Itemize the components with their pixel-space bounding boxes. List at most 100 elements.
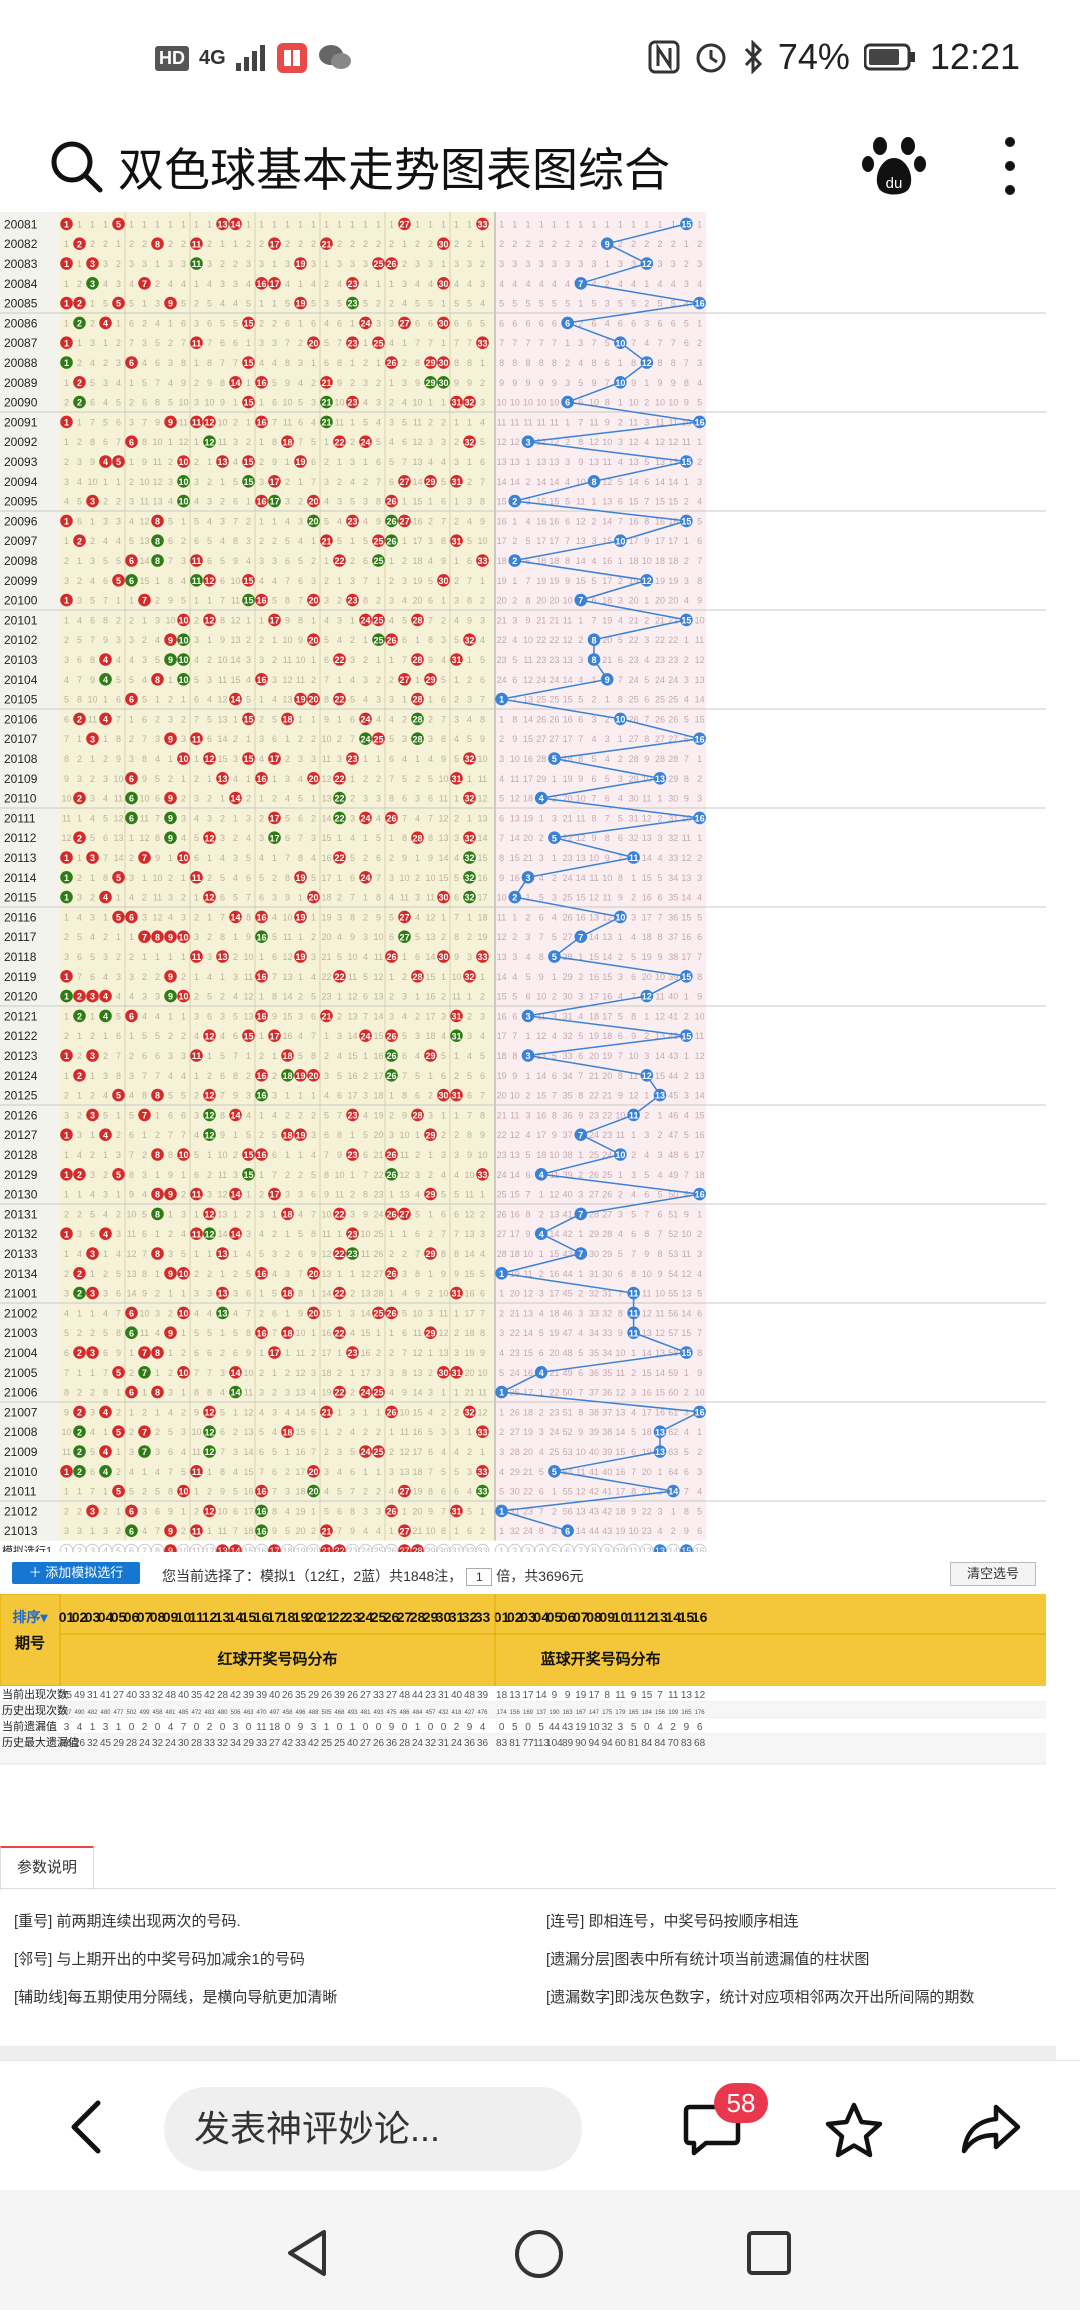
omission-number: 4: [363, 695, 368, 705]
omission-number: 7: [194, 1368, 199, 1378]
nav-recents-icon[interactable]: [746, 2230, 792, 2276]
red-ball: [242, 316, 255, 330]
omission-number: 6: [389, 477, 394, 487]
blue-omission-number: 41: [668, 1011, 678, 1021]
red-ball-number: 2: [77, 992, 82, 1002]
blue-omission-number: 6: [618, 318, 623, 328]
red-ball-number: 6: [129, 695, 134, 705]
red-ball-number: 1: [64, 596, 69, 606]
red-ball-number: 21: [321, 398, 331, 408]
blue-omission-number: 1: [631, 873, 636, 883]
search-icon[interactable]: [48, 138, 104, 194]
period-label: 20117: [4, 930, 37, 944]
tab-params[interactable]: 参数说明: [0, 1846, 94, 1890]
omission-number: 2: [298, 992, 303, 1002]
stats-red-value: 502: [126, 1710, 137, 1716]
omission-number: 3: [220, 833, 225, 843]
blue-omission-number: 42: [563, 1229, 573, 1239]
omission-number: 3: [376, 695, 381, 705]
star-icon[interactable]: [824, 2101, 884, 2159]
omission-number: 24: [373, 1209, 383, 1219]
blue-omission-number: 8: [631, 1269, 636, 1279]
red-ball: [73, 534, 86, 547]
omission-number: 5: [324, 516, 329, 526]
omission-number: 13: [243, 1011, 253, 1021]
blue-omission-number: 9: [539, 378, 544, 388]
omission-number: 4: [337, 635, 342, 645]
omission-number: 8: [350, 1506, 355, 1516]
nav-home-icon[interactable]: [513, 2228, 565, 2280]
red-ball: [112, 871, 125, 884]
blue-omission-number: 29: [563, 972, 573, 982]
red-ball: [424, 376, 437, 389]
red-ball-number: 18: [282, 1328, 292, 1338]
omission-number: 1: [168, 1289, 173, 1299]
comment-input[interactable]: 发表神评妙论...: [164, 2087, 582, 2171]
more-vertical-icon[interactable]: [1000, 128, 1020, 204]
blue-omission-number: 5: [657, 1190, 662, 1200]
omission-number: 11: [218, 1170, 227, 1180]
status-bar: HD 4G 74% 12:21: [0, 0, 1080, 120]
blue-omission-number: 8: [605, 833, 610, 843]
stats-blue-value: 176: [695, 1710, 706, 1716]
omission-number: 5: [194, 833, 199, 843]
blue-omission-number: 2: [631, 1368, 636, 1378]
omission-number: 1: [155, 1229, 160, 1239]
period-column-bg: [0, 212, 60, 1552]
back-icon[interactable]: [66, 2097, 106, 2157]
stats-blue-value: 163: [563, 1710, 574, 1716]
omission-number: 3: [467, 1467, 472, 1477]
blue-omission-number: 9: [684, 794, 689, 804]
omission-number: 2: [129, 853, 134, 863]
omission-number: 9: [298, 635, 303, 645]
blue-omission-number: 6: [591, 774, 596, 784]
red-ball-number: 20: [308, 1309, 318, 1319]
blue-omission-number: 17: [602, 1011, 612, 1021]
blue-omission-number: 6: [578, 714, 583, 724]
number-header: 排序▾ 期号 01 02 03 04 05 06 07 08 09 10 11 12 13 14 15 16 17 1…: [0, 1593, 1046, 1687]
blue-omission-number: 12: [497, 932, 507, 942]
omission-number: 1: [467, 1427, 472, 1437]
omission-number: 2: [337, 1368, 342, 1378]
red-ball-number: 11: [192, 1467, 202, 1477]
nav-back-icon[interactable]: [284, 2228, 330, 2278]
share-icon[interactable]: [960, 2101, 1022, 2157]
omission-number: 17: [295, 1467, 305, 1477]
omission-number: 6: [64, 714, 69, 724]
omission-number: 6: [350, 1467, 355, 1477]
red-ball: [463, 752, 476, 765]
omission-number: 1: [77, 417, 82, 427]
omission-number: 10: [399, 873, 409, 883]
stats-blue-value: 14: [536, 1690, 548, 1701]
blue-omission-number: 20: [510, 1289, 520, 1299]
omission-number: 2: [116, 1467, 121, 1477]
number-header-svg: 排序▾期号01020304050607080910111213141516171…: [0, 1593, 1046, 1687]
baidu-paw-icon[interactable]: du: [858, 128, 930, 200]
blue-omission-number: 27: [563, 932, 573, 942]
blue-omission-number: 38: [668, 952, 678, 962]
add-simulation-row-button[interactable]: ＋ 添加模拟选行: [12, 1562, 140, 1584]
blue-omission-number: 3: [684, 279, 689, 289]
omission-number: 2: [324, 1447, 329, 1457]
omission-number: 4: [103, 1308, 108, 1318]
multiplier-input[interactable]: 1: [466, 1568, 493, 1587]
omission-number: 3: [142, 655, 147, 665]
period-label: 20126: [4, 1108, 38, 1122]
blue-omission-number: 6: [512, 1011, 517, 1021]
red-ball: [398, 673, 411, 686]
blue-omission-number: 7: [684, 1170, 689, 1180]
blue-omission-number: 9: [552, 1130, 557, 1140]
red-ball-number: 19: [295, 457, 305, 467]
omission-number: 8: [480, 714, 485, 724]
omission-number: 3: [259, 477, 264, 487]
red-ball: [242, 593, 255, 607]
omission-number: 8: [298, 853, 303, 863]
red-ball: [333, 791, 346, 805]
blue-omission-number: 7: [539, 1506, 544, 1516]
red-ball: [359, 811, 372, 825]
clear-selection-button[interactable]: 清空选号: [950, 1562, 1036, 1586]
omission-number: 5: [480, 318, 485, 328]
omission-number: 1: [415, 635, 420, 645]
omission-number: 1: [428, 1071, 433, 1081]
omission-number: 10: [243, 952, 253, 962]
